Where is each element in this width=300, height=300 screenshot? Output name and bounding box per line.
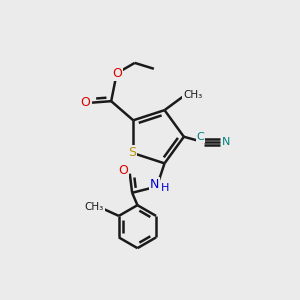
Text: O: O	[118, 164, 128, 177]
Text: C: C	[197, 132, 205, 142]
Text: N: N	[149, 178, 159, 191]
Text: N: N	[222, 137, 231, 147]
Text: H: H	[161, 183, 170, 193]
Text: S: S	[128, 146, 136, 159]
Text: O: O	[112, 67, 122, 80]
Text: CH₃: CH₃	[85, 202, 104, 212]
Text: CH₃: CH₃	[183, 90, 202, 100]
Text: O: O	[81, 96, 91, 109]
